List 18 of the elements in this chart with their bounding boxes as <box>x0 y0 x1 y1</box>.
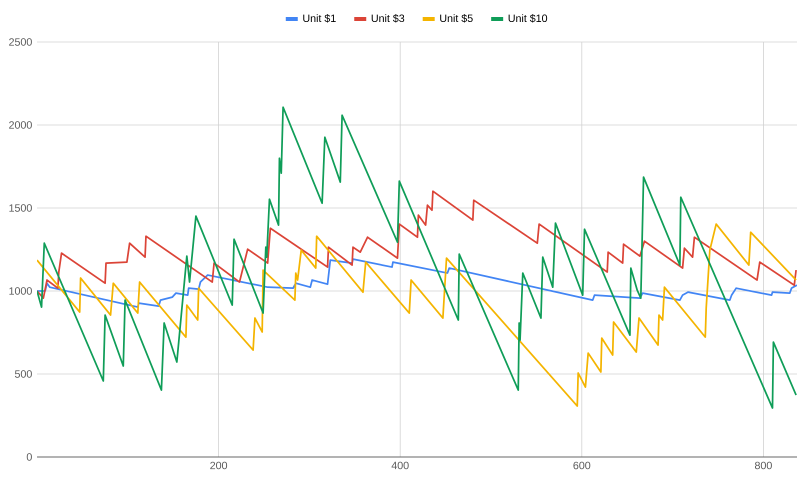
legend-label: Unit $5 <box>440 14 473 23</box>
legend-label: Unit $10 <box>508 14 548 23</box>
legend-label: Unit $1 <box>303 14 336 23</box>
x-tick-label: 400 <box>392 462 409 470</box>
line-series <box>37 190 797 299</box>
y-tick-label: 500 <box>14 370 32 378</box>
x-tick-label: 600 <box>573 462 590 470</box>
y-tick-label: 2000 <box>9 121 32 129</box>
line-series <box>37 258 797 308</box>
line-series <box>37 106 797 409</box>
y-tick-label: 2500 <box>9 38 32 46</box>
y-tick-label: 1000 <box>9 287 32 295</box>
y-tick-label: 1500 <box>9 204 32 212</box>
y-tick-label: 0 <box>26 453 32 461</box>
x-tick-label: 200 <box>210 462 228 470</box>
legend-label: Unit $3 <box>372 14 404 23</box>
x-tick-label: 800 <box>754 462 772 470</box>
line-series <box>37 223 797 407</box>
